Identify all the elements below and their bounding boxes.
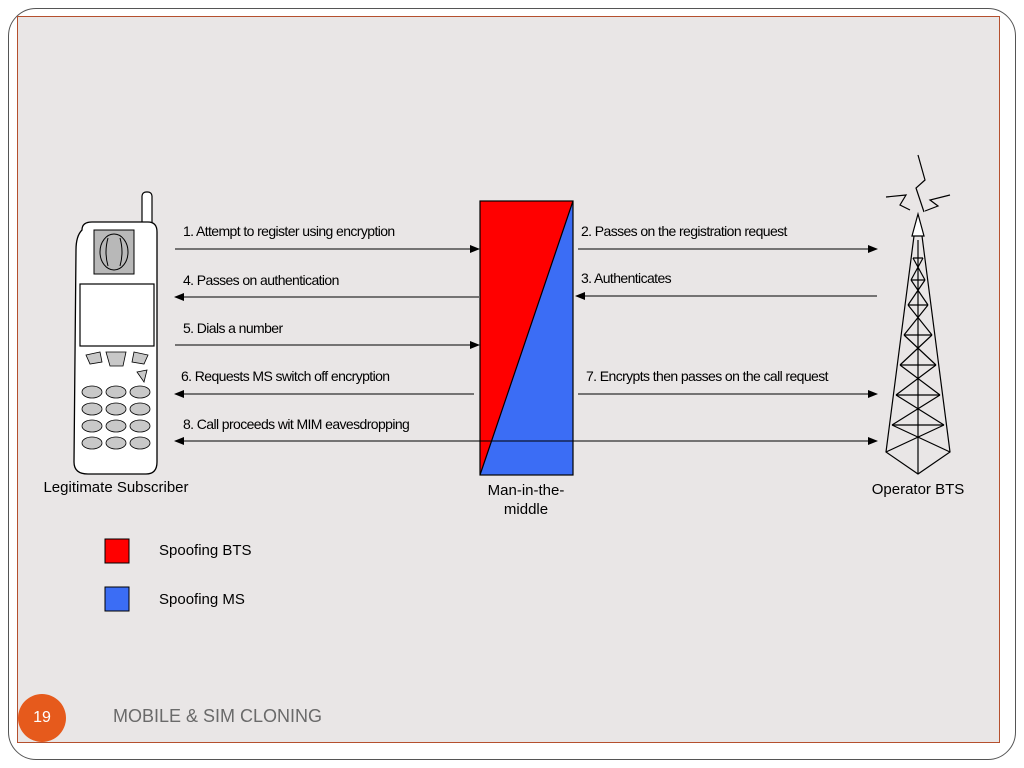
message-2: 2. Passes on the registration request (581, 223, 788, 239)
message-3: 3. Authenticates (581, 270, 672, 286)
message-6: 6. Requests MS switch off encryption (181, 368, 389, 384)
mitm-label-line2: middle (504, 501, 548, 518)
subscriber-label: Legitimate Subscriber (43, 479, 188, 496)
mitm-label-line1: Man-in-the- (488, 482, 565, 499)
page-number: 19 (33, 709, 51, 726)
message-5: 5. Dials a number (183, 320, 283, 336)
legend-swatch-spoofing-ms (104, 586, 130, 612)
legend-swatch-spoofing-bts (104, 538, 130, 564)
message-4: 4. Passes on authentication (183, 272, 339, 288)
footer-title: MOBILE & SIM CLONING (113, 706, 323, 726)
legend-label-spoofing-bts: Spoofing BTS (159, 542, 252, 559)
message-1: 1. Attempt to register using encryption (183, 223, 395, 239)
message-8: 8. Call proceeds wit MIM eavesdropping (183, 416, 409, 432)
operator-label: Operator BTS (872, 481, 965, 498)
mobile-phone-icon (73, 191, 158, 475)
page-number-badge: 19 (18, 694, 66, 742)
mitm-box (479, 200, 574, 476)
message-7: 7. Encrypts then passes on the call requ… (586, 368, 829, 384)
legend-label-spoofing-ms: Spoofing MS (159, 591, 245, 608)
radio-tower-icon (885, 154, 951, 475)
legend: Spoofing BTS Spoofing MS (104, 538, 252, 612)
